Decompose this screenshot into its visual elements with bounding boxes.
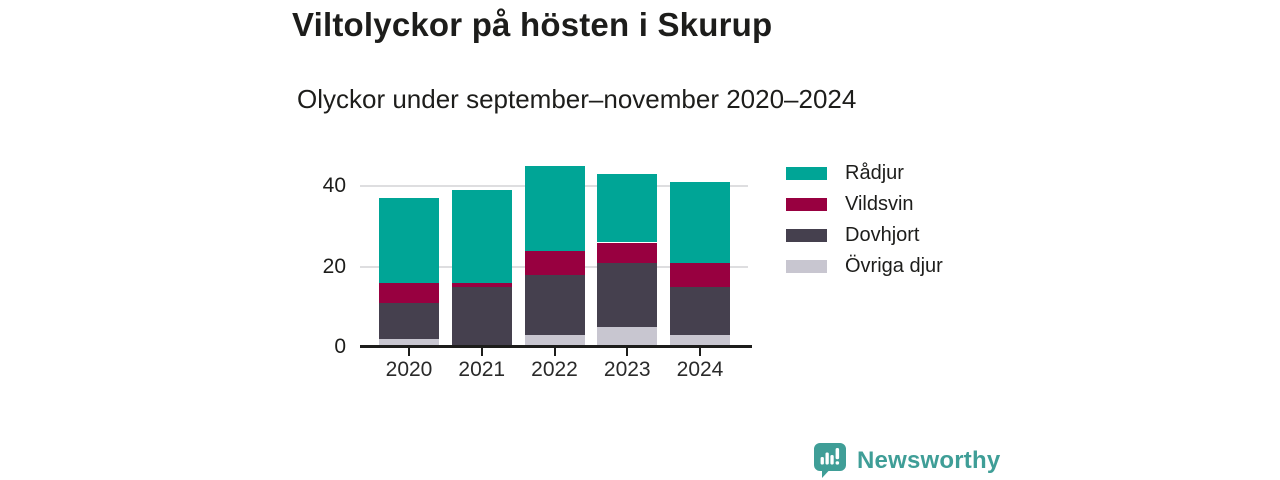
legend-label: Övriga djur <box>845 255 943 277</box>
x-axis-line <box>360 345 752 348</box>
legend-label: Vildsvin <box>845 193 914 215</box>
bar-segment-2022-rådjur <box>524 166 585 251</box>
bar-segment-2024-vildsvin <box>670 262 730 287</box>
bar-segment-2020-vildsvin <box>379 282 439 303</box>
x-tick-2021 <box>480 348 483 356</box>
bar-segment-2023-vildsvin <box>597 242 658 263</box>
legend-swatch <box>786 167 827 180</box>
bar-segment-2020-rådjur <box>379 198 439 283</box>
bar-segment-2023-dovhjort <box>597 262 658 327</box>
legend-item-övriga-djur: Övriga djur <box>786 254 943 279</box>
x-axis-label-2020: 2020 <box>385 358 433 381</box>
bar-segment-2023-övriga-djur <box>597 326 658 347</box>
y-axis-label-20: 20 <box>322 254 346 278</box>
x-axis-label-2023: 2023 <box>603 358 651 381</box>
x-tick-2024 <box>699 348 701 356</box>
brand-name: Newsworthy <box>857 446 1001 474</box>
legend-swatch <box>786 198 827 211</box>
plot-area <box>360 158 752 356</box>
bar-segment-2024-dovhjort <box>670 286 730 335</box>
legend-label: Rådjur <box>845 162 904 184</box>
bar-segment-2021-vildsvin <box>451 282 512 287</box>
legend-item-rådjur: Rådjur <box>786 161 943 186</box>
x-axis-label-2021: 2021 <box>458 358 506 381</box>
bar-segment-2020-övriga-djur <box>379 338 439 347</box>
bar-segment-2023-rådjur <box>597 174 658 243</box>
bar-segment-2022-dovhjort <box>524 274 585 335</box>
bar-segment-2021-dovhjort <box>451 286 512 347</box>
bar-segment-2024-rådjur <box>670 182 730 263</box>
legend-item-vildsvin: Vildsvin <box>786 192 943 217</box>
bar-segment-2022-vildsvin <box>524 250 585 275</box>
bar-segment-2021-rådjur <box>451 190 512 283</box>
bar-segment-2024-övriga-djur <box>670 334 730 347</box>
legend: Rådjur Vildsvin Dovhjort Övriga djur <box>786 161 943 285</box>
newsworthy-speech-bubble-bar-chart-icon <box>814 443 846 478</box>
legend-swatch <box>786 260 827 273</box>
bar-segment-2022-övriga-djur <box>524 334 585 347</box>
x-axis-label-2022: 2022 <box>531 358 578 381</box>
x-tick-2022 <box>553 348 556 356</box>
bar-segment-2020-dovhjort <box>379 302 439 339</box>
x-tick-2020 <box>408 348 410 356</box>
legend-swatch <box>786 229 827 242</box>
legend-label: Dovhjort <box>845 224 920 246</box>
newsworthy-logo: Newsworthy <box>813 442 1000 479</box>
legend-item-dovhjort: Dovhjort <box>786 223 943 248</box>
chart-subtitle: Olyckor under september–november 2020–20… <box>297 84 857 114</box>
y-axis-label-40: 40 <box>322 174 346 198</box>
chart-title: Viltolyckor på hösten i Skurup <box>292 6 773 43</box>
x-tick-2023 <box>626 348 629 356</box>
y-axis-label-0: 0 <box>334 335 346 358</box>
x-axis-label-2024: 2024 <box>676 358 724 381</box>
